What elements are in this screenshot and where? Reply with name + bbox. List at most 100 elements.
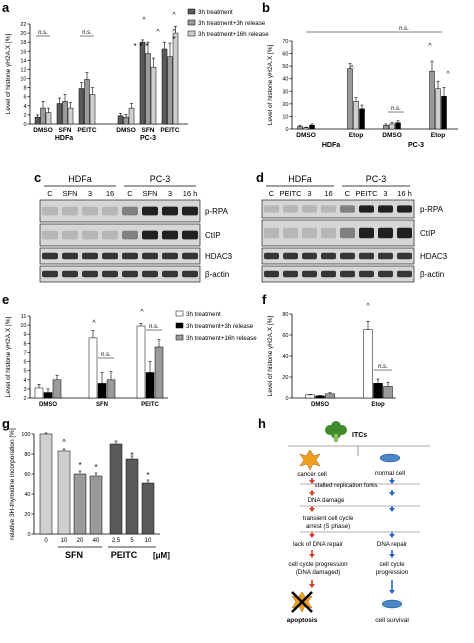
annotation: ^	[142, 17, 146, 24]
lane-label: 3	[168, 189, 172, 198]
blot-band	[162, 252, 178, 260]
annotation: ^	[446, 71, 450, 78]
blot-band	[182, 252, 198, 260]
legend-label: 3h treatment	[186, 311, 221, 318]
legend-swatch	[187, 19, 196, 26]
panel-d: d HDFa PC-3 C PEITC 3 16 C PEITC 3 16 h p-RPA CtIP HD…	[256, 170, 448, 283]
flow-arrow-head	[309, 480, 315, 484]
annotation: n.s.	[399, 26, 409, 32]
panel-e: e 2 3 4 5 6 7 8 9 10 11 Level of histone γH2A.X [%]…	[2, 292, 257, 408]
bar	[97, 383, 107, 399]
bar	[305, 394, 315, 399]
x-tick-label: DMSO	[116, 127, 136, 134]
annotation: n.s.	[38, 30, 48, 36]
blot-band	[122, 252, 138, 260]
y-tick-label: 40	[282, 77, 288, 83]
blot-band	[397, 227, 412, 239]
blot-band	[359, 270, 374, 278]
bar	[435, 88, 441, 130]
blot-band	[122, 206, 138, 216]
panel-letter: b	[262, 0, 270, 15]
y-tick-label: 14	[20, 58, 26, 64]
y-tick-label: 40	[282, 354, 288, 360]
bar	[89, 94, 96, 125]
y-tick-label: 8	[23, 341, 26, 347]
blot-band	[321, 270, 336, 278]
blot-band	[283, 205, 298, 213]
blot-band	[264, 205, 279, 213]
blot-band	[142, 206, 158, 216]
panel-c: c HDFa PC-3 C SFN 3 16 C SFN 3 16 h p-RPA CtIP HDAC3 β…	[34, 170, 233, 283]
x-tick-label: 2.5	[112, 538, 121, 544]
annotation: ^	[140, 309, 144, 316]
bar	[315, 395, 325, 399]
lane-label: 16	[106, 189, 114, 198]
lane-label: PEITC	[279, 189, 302, 198]
lane-label: SFN	[143, 189, 158, 198]
blot-band	[102, 230, 118, 240]
bar	[128, 107, 135, 125]
bar	[297, 126, 303, 130]
blot-band	[62, 230, 78, 240]
group-label: HDFa	[55, 135, 73, 142]
blot-band	[42, 230, 58, 240]
legend-label: 3h treatment+16h release	[186, 335, 257, 342]
bar	[84, 79, 90, 125]
y-tick-label: 20	[20, 31, 26, 37]
y-tick-label: 10	[20, 77, 26, 83]
lane-label: 16 h	[183, 189, 198, 198]
blot-band	[142, 252, 158, 260]
unit-label: [μM]	[153, 551, 170, 560]
blot-strip	[261, 199, 415, 219]
panel-letter: f	[262, 292, 267, 307]
x-tick-label: 10	[145, 538, 152, 544]
group-label: HDFa	[322, 142, 340, 149]
flow-arrow-head	[389, 508, 395, 512]
blot-band	[42, 206, 58, 216]
panel-letter: d	[256, 170, 264, 185]
y-axis-label: Level of histone γH2A.X [%]	[267, 45, 274, 126]
blot-band	[340, 205, 355, 213]
annotation: *	[172, 35, 175, 44]
blot-band	[283, 270, 298, 278]
bar	[389, 123, 395, 130]
lane-label: C	[345, 189, 351, 198]
bar	[117, 115, 124, 125]
blot-band	[142, 270, 158, 278]
y-tick-label: 0	[27, 532, 30, 538]
annotation: *	[78, 461, 81, 470]
bar	[40, 107, 46, 125]
blot-band	[82, 270, 98, 278]
blot-band	[378, 270, 393, 278]
panel-letter: e	[2, 292, 9, 307]
annotation: ^	[366, 303, 370, 310]
row-label: p-RPA	[205, 207, 229, 216]
blot-band	[264, 252, 279, 260]
panel-letter: c	[34, 170, 41, 185]
blot-band	[321, 227, 336, 239]
blot-strip	[261, 247, 415, 265]
y-tick-label: 100	[21, 432, 30, 438]
x-tick-label: 40	[93, 538, 100, 544]
y-tick-label: 50	[282, 64, 288, 70]
bar	[161, 48, 168, 125]
flow-label: apoptosis	[287, 617, 318, 624]
bar	[52, 379, 62, 399]
blot-band	[142, 230, 158, 240]
blot-strip	[39, 223, 201, 247]
bar	[359, 108, 365, 130]
annotation: ^	[92, 320, 96, 327]
y-tick-label: 20	[282, 375, 288, 381]
bar	[106, 379, 116, 399]
legend-label: 3h treatment+3h release	[186, 323, 254, 330]
y-tick-label: 0	[285, 396, 288, 402]
group-label: SFN	[65, 550, 83, 560]
group-label: PEITC	[111, 550, 138, 560]
x-tick-label: Etop	[431, 132, 445, 139]
y-tick-label: 12	[20, 67, 26, 73]
annotation: *	[94, 463, 97, 472]
y-axis-label: relative 3H-thymidine incorporation [%]	[9, 428, 16, 540]
flow-arrow-head	[309, 584, 315, 588]
x-tick-label: DMSO	[311, 402, 329, 408]
y-tick-label: 80	[282, 312, 288, 318]
